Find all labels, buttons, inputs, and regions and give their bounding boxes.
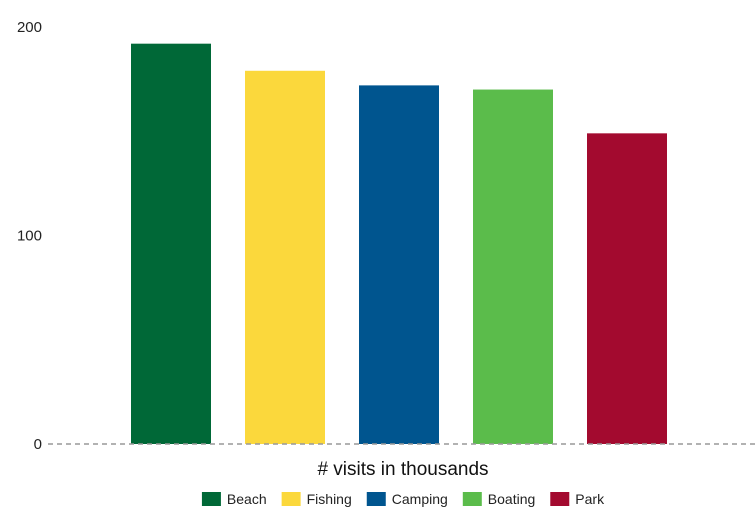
y-tick-label: 200 xyxy=(17,19,42,36)
y-tick-label: 0 xyxy=(34,436,42,453)
legend-label: Park xyxy=(575,491,605,507)
legend-swatch xyxy=(462,492,482,506)
legend-swatch xyxy=(366,492,386,506)
legend-item-camping: Camping xyxy=(366,491,448,507)
legend-swatch xyxy=(201,492,221,506)
legend-item-beach: Beach xyxy=(201,491,267,507)
legend-item-fishing: Fishing xyxy=(281,491,352,507)
legend-label: Beach xyxy=(227,491,267,507)
y-tick-label: 100 xyxy=(17,228,42,245)
bar-park xyxy=(587,133,667,444)
legend-item-boating: Boating xyxy=(462,491,535,507)
legend-label: Camping xyxy=(392,491,448,507)
y-axis: 0 100 200 xyxy=(17,19,42,453)
x-axis-label: # visits in thousands xyxy=(317,459,488,480)
legend-swatch xyxy=(281,492,301,506)
bar-camping xyxy=(359,85,439,444)
legend-swatch xyxy=(550,492,570,506)
legend-label: Fishing xyxy=(307,491,352,507)
bar-beach xyxy=(131,43,211,445)
bar-fishing xyxy=(245,70,325,444)
bar-boating xyxy=(473,89,553,445)
bars xyxy=(131,43,667,445)
legend-label: Boating xyxy=(488,491,535,507)
legend-item-park: Park xyxy=(550,491,605,507)
legend: Beach Fishing Camping Boating Park xyxy=(201,491,605,507)
